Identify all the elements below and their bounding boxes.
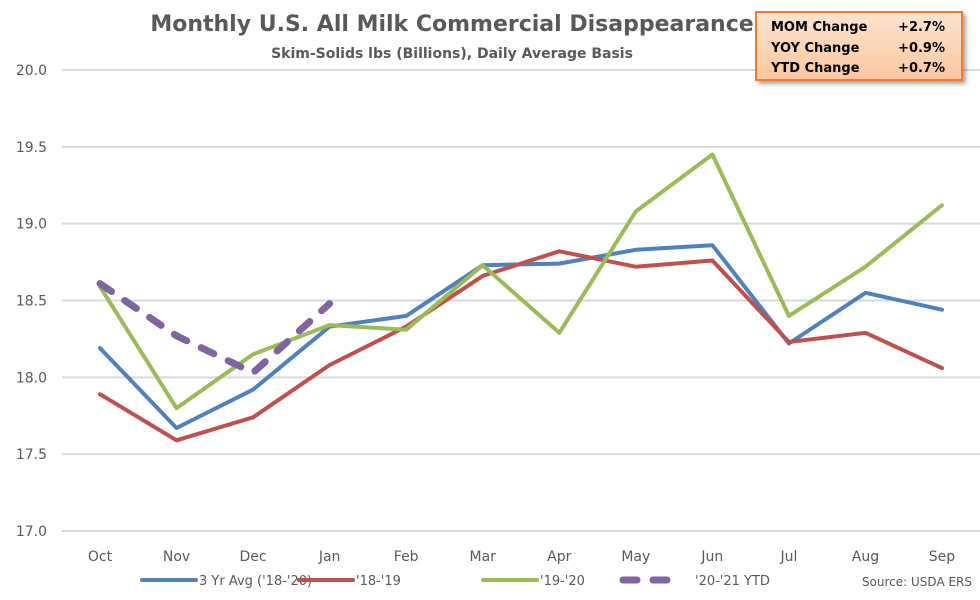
legend-label: 3 Yr Avg ('18-'20) [199,574,312,589]
x-tick-label: Jun [700,549,723,565]
y-tick-label: 18.0 [16,370,47,386]
x-tick-label: Jan [318,549,341,565]
series-lines [96,152,944,443]
y-tick-label: 18.5 [16,294,47,310]
stats-label: YTD Change [771,61,860,76]
x-tick-label: May [621,549,650,565]
stats-value: +2.7% [898,20,945,35]
stats-value: +0.7% [898,61,945,76]
legend-label: '20-'21 YTD [695,574,770,589]
stats-row-mom: MOM Change +2.7% [771,18,949,39]
legend-label: '18-'19 [356,574,401,589]
legend-label: '19-'20 [540,574,585,589]
x-axis-ticks: Oct Nov Dec Jan Feb Mar Apr May Jun Jul Aug Sep [88,549,955,565]
legend-item: 3 Yr Avg ('18-'20) [140,574,312,589]
y-tick-label: 19.0 [16,217,47,233]
y-axis-ticks: 17.0 17.5 18.0 18.5 19.0 19.5 20.0 [16,63,47,540]
y-tick-label: 20.0 [16,63,47,79]
series-line-20-21-ytd [96,280,334,377]
series-line-3-yr-avg-18-20 [98,243,944,430]
change-summary-box: MOM Change +2.7% YOY Change +0.9% YTD Ch… [755,11,963,81]
stats-row-ytd: YTD Change +0.7% [771,59,949,80]
y-tick-label: 17.5 [16,447,47,463]
series-line-18-19 [98,249,944,443]
x-tick-label: Sep [929,549,956,565]
x-tick-label: Feb [394,549,419,565]
legend-item: '18-'19 [297,574,401,589]
x-tick-label: Dec [240,549,267,565]
series-line-19-20 [98,152,944,411]
gridlines [62,69,980,532]
stats-value: +0.9% [898,40,945,56]
stats-label: MOM Change [771,20,868,35]
x-tick-label: Oct [88,549,113,565]
y-tick-label: 19.5 [16,140,47,156]
x-tick-label: Mar [470,549,497,565]
y-tick-label: 17.0 [16,524,47,540]
stats-label: YOY Change [771,40,860,56]
stats-row-yoy: YOY Change +0.9% [771,39,949,60]
legend-item: '19-'20 [481,574,585,589]
source-note: Source: USDA ERS [862,575,972,589]
chart-title: Monthly U.S. All Milk Commercial Disappe… [150,12,753,37]
legend: 3 Yr Avg ('18-'20) '18-'19 '19-'20 '20-'21 … [140,574,770,589]
chart-subtitle: Skim-Solids lbs (Billions), Daily Averag… [271,46,633,62]
x-tick-label: Aug [852,549,879,565]
x-tick-label: Apr [547,549,571,565]
x-tick-label: Nov [163,549,190,565]
x-tick-label: Jul [779,549,797,565]
legend-item: '20-'21 YTD [619,574,770,589]
